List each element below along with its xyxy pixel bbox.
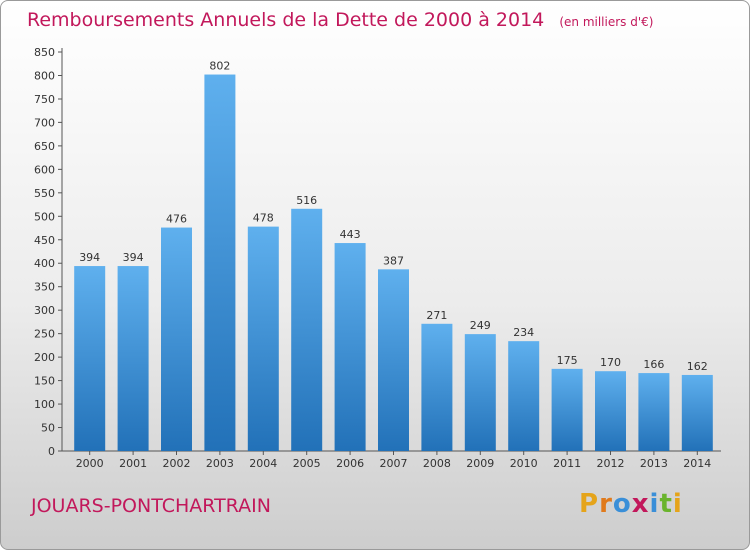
- data-label: 166: [643, 358, 664, 371]
- bar: [204, 74, 236, 451]
- x-tick-label: 2005: [293, 457, 321, 470]
- chart-unit: (en milliers d'€): [559, 15, 654, 29]
- bar: [421, 323, 453, 451]
- x-tick-label: 2011: [553, 457, 581, 470]
- brand-letter: P: [579, 489, 600, 519]
- data-label: 271: [426, 309, 447, 322]
- bar: [334, 243, 366, 451]
- y-tick-label: 700: [34, 116, 55, 129]
- chart-title: Remboursements Annuels de la Dette de 20…: [27, 9, 545, 31]
- data-label: 387: [383, 254, 404, 267]
- brand-letter: i: [649, 489, 660, 519]
- bar: [551, 368, 583, 451]
- brand-logo: Proxiti: [579, 489, 683, 519]
- bar: [464, 334, 496, 451]
- y-tick-label: 50: [41, 422, 55, 435]
- y-tick-label: 800: [34, 69, 55, 82]
- bar: [247, 226, 279, 451]
- y-tick-label: 750: [34, 93, 55, 106]
- city-name: JOUARS-PONTCHARTRAIN: [31, 495, 271, 517]
- bar: [638, 373, 670, 451]
- data-label: 394: [79, 251, 100, 264]
- x-tick-label: 2010: [510, 457, 538, 470]
- x-tick-label: 2003: [206, 457, 234, 470]
- bar: [74, 266, 106, 451]
- brand-letter: o: [612, 489, 632, 519]
- y-tick-label: 200: [34, 351, 55, 364]
- y-tick-label: 600: [34, 163, 55, 176]
- x-tick-label: 2006: [336, 457, 364, 470]
- title-line: Remboursements Annuels de la Dette de 20…: [27, 9, 653, 31]
- data-label: 516: [296, 194, 317, 207]
- data-label: 162: [687, 360, 708, 373]
- brand-letter: i: [672, 489, 683, 519]
- x-tick-label: 2004: [249, 457, 277, 470]
- y-tick-label: 250: [34, 328, 55, 341]
- bar: [378, 269, 409, 451]
- y-tick-label: 150: [34, 375, 55, 388]
- bar: [508, 341, 540, 451]
- x-tick-label: 2002: [163, 457, 191, 470]
- bar: [681, 374, 713, 451]
- brand-letter: t: [659, 489, 673, 519]
- data-label: 478: [253, 212, 274, 225]
- x-tick-label: 2001: [119, 457, 147, 470]
- x-tick-label: 2009: [466, 457, 494, 470]
- x-tick-label: 2012: [597, 457, 625, 470]
- x-tick-label: 2014: [683, 457, 711, 470]
- data-label: 170: [600, 356, 621, 369]
- y-tick-label: 500: [34, 210, 55, 223]
- data-label: 443: [340, 228, 361, 241]
- x-tick-label: 2008: [423, 457, 451, 470]
- y-tick-label: 350: [34, 281, 55, 294]
- y-tick-label: 850: [34, 46, 55, 59]
- data-label: 234: [513, 326, 534, 339]
- y-tick-label: 300: [34, 304, 55, 317]
- bar: [291, 208, 323, 451]
- brand-letter: x: [631, 489, 650, 519]
- y-tick-label: 450: [34, 234, 55, 247]
- y-tick-label: 650: [34, 140, 55, 153]
- data-label: 394: [123, 251, 144, 264]
- bar: [161, 227, 192, 451]
- bar: [595, 371, 626, 451]
- y-tick-label: 100: [34, 398, 55, 411]
- data-label: 802: [209, 60, 230, 73]
- bar: [117, 266, 149, 451]
- y-tick-label: 550: [34, 187, 55, 200]
- x-tick-label: 2000: [76, 457, 104, 470]
- x-tick-label: 2007: [380, 457, 408, 470]
- data-label: 476: [166, 213, 187, 226]
- data-label: 175: [557, 354, 578, 367]
- y-tick-label: 0: [48, 445, 55, 458]
- bars: 394 394 476 802 478 516 443 387 271 249 234 175 170 1…: [74, 60, 713, 451]
- brand-letter: r: [599, 489, 613, 519]
- y-tick-label: 400: [34, 257, 55, 270]
- x-tick-label: 2013: [640, 457, 668, 470]
- data-label: 249: [470, 319, 491, 332]
